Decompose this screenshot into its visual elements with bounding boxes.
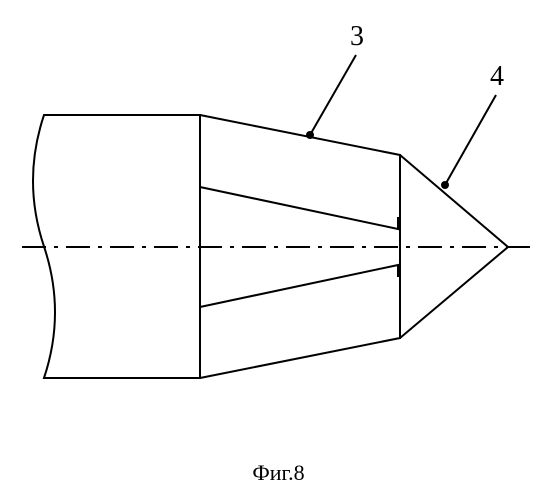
label-4-dot	[441, 181, 449, 189]
label-3-text: 3	[350, 21, 364, 52]
technical-diagram: 3 4	[0, 0, 557, 460]
label-3-dot	[306, 131, 314, 139]
label-3-leader	[310, 55, 356, 135]
label-4-text: 4	[490, 61, 504, 92]
figure-caption: Фиг.8	[0, 460, 557, 486]
label-4-leader	[445, 95, 496, 185]
